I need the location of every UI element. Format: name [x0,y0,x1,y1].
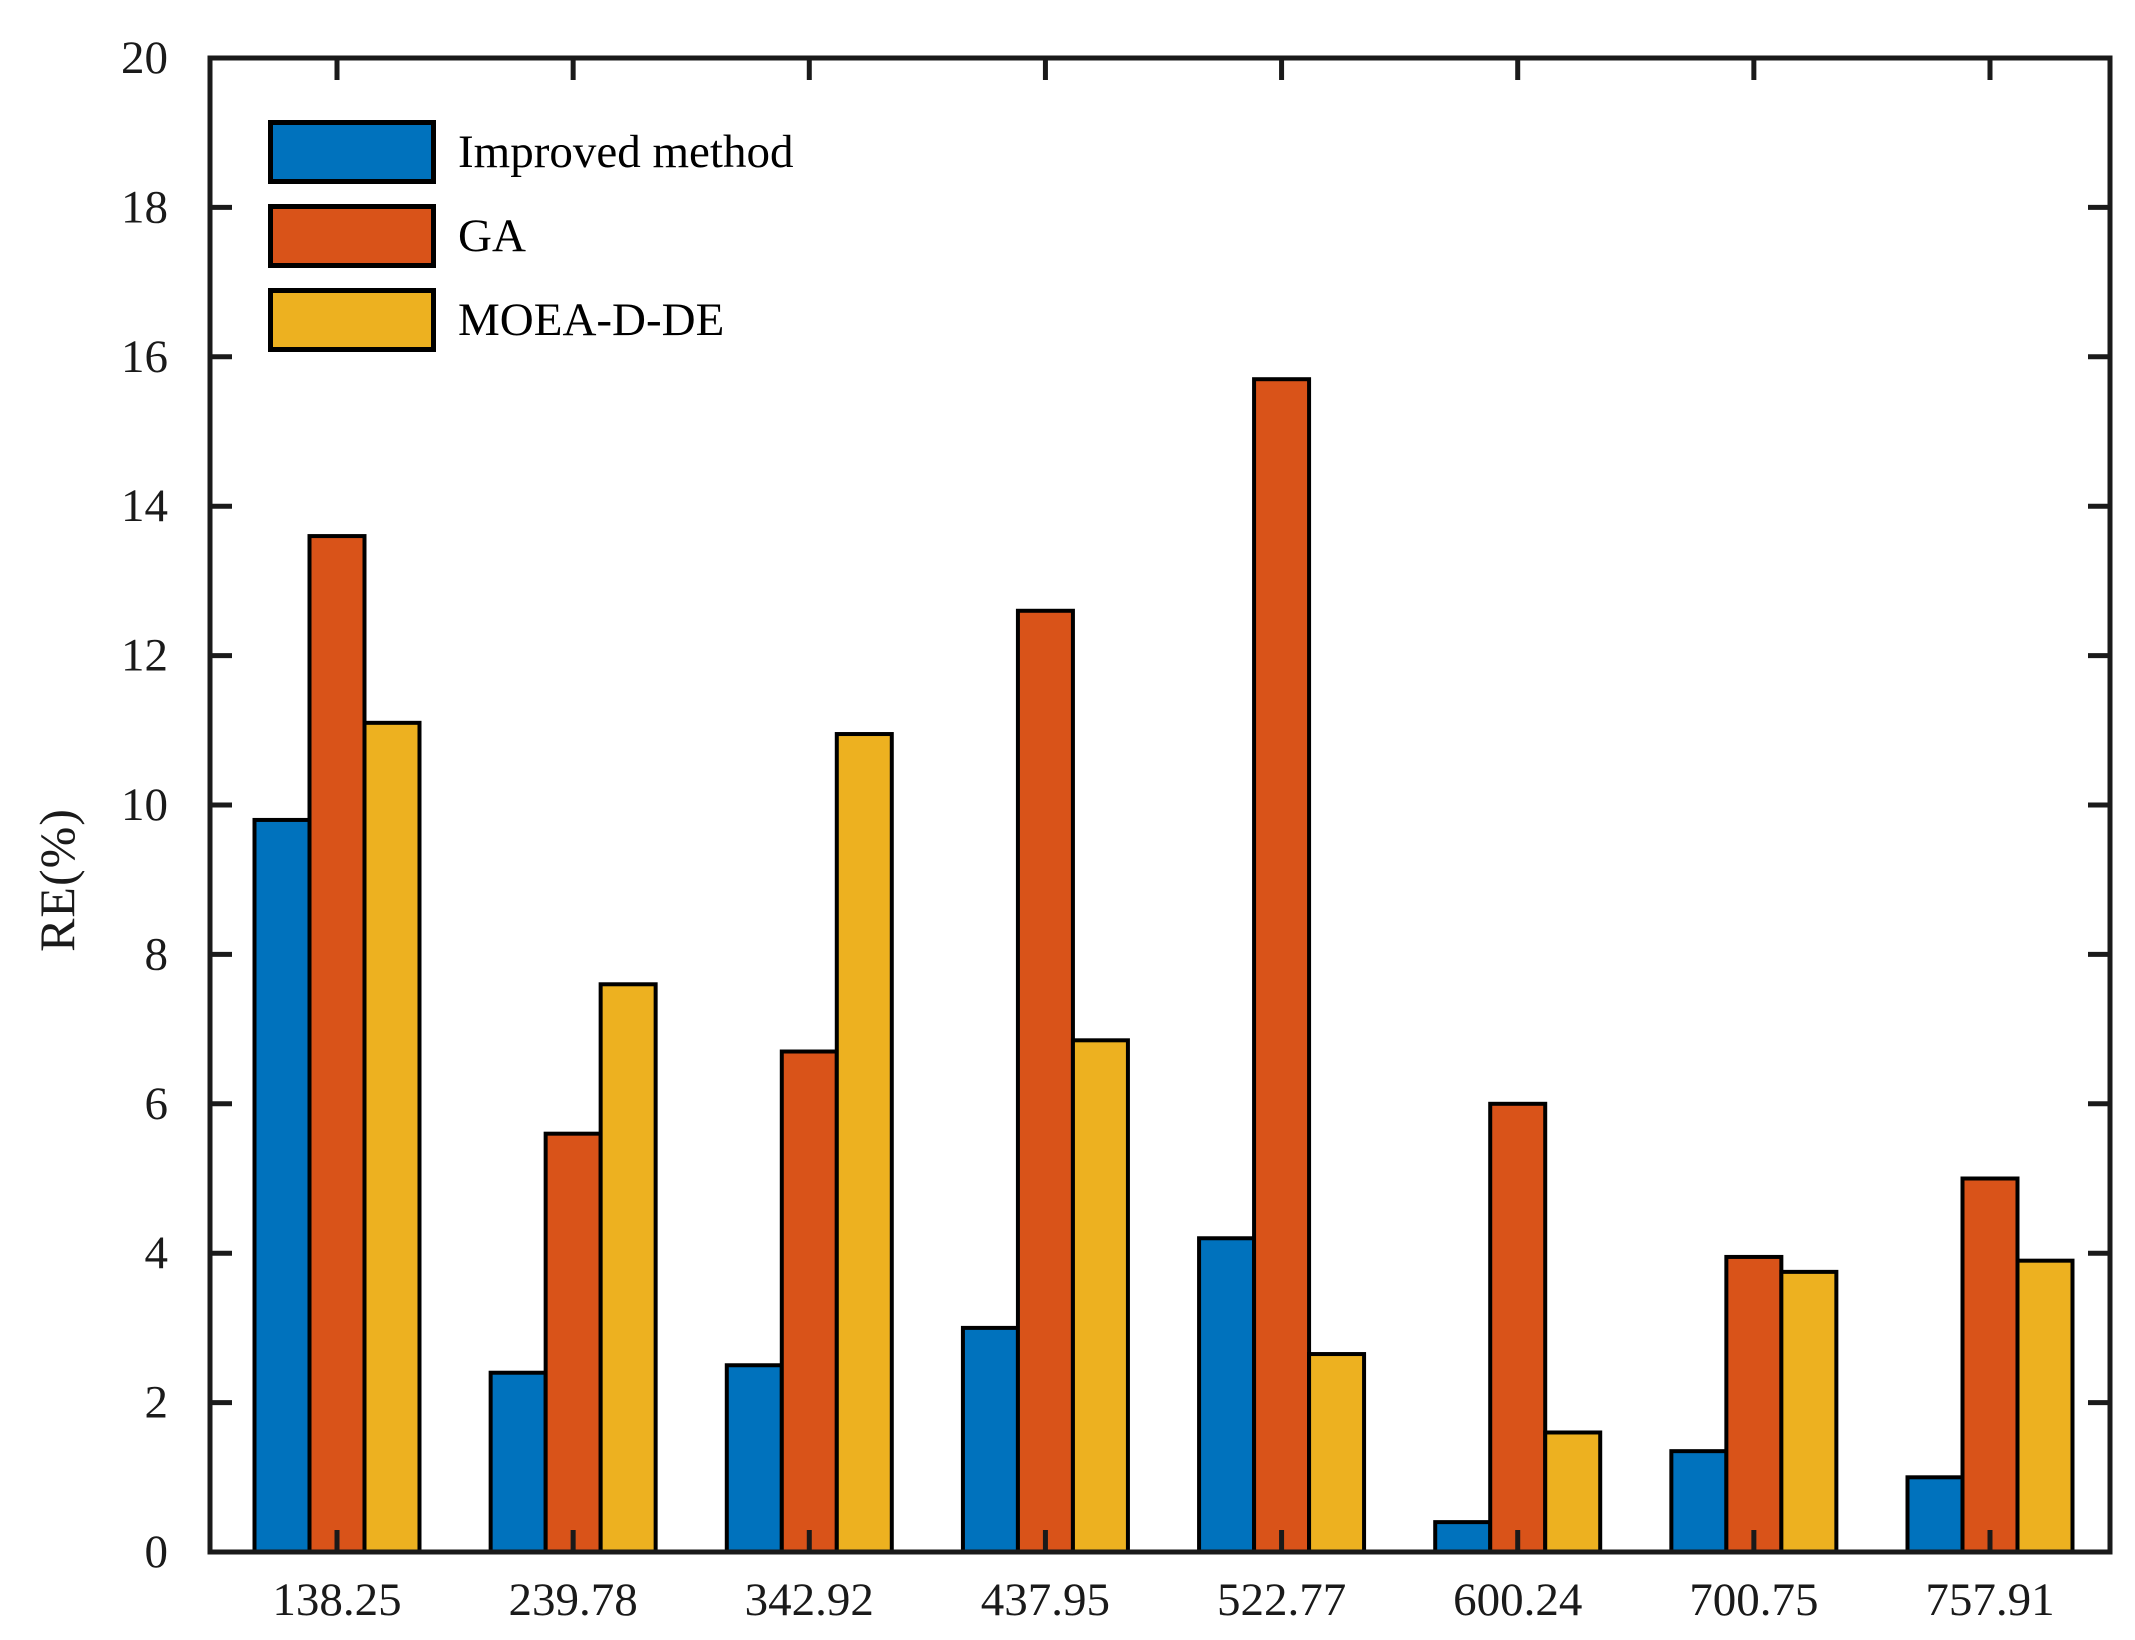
legend-swatch-improved-method [268,120,436,184]
y-tick-label: 4 [145,1227,169,1279]
legend-label: Improved method [458,126,794,178]
y-tick-label: 0 [145,1526,169,1578]
legend-swatch-moea-d-de [268,288,436,352]
y-axis-label: RE(%) [29,808,85,952]
bar-ga-522.77 [1252,377,1312,1555]
bar-improved-method-757.91 [1905,1475,1965,1555]
bar-moea-d-de-700.75 [1779,1269,1839,1554]
legend: Improved method GA MOEA-D-DE [268,120,793,352]
bar-improved-method-138.25 [252,817,312,1554]
bar-ga-600.24 [1488,1101,1548,1555]
bar-improved-method-342.92 [724,1363,784,1554]
bar-ga-437.95 [1015,608,1075,1554]
bar-moea-d-de-600.24 [1543,1430,1603,1554]
bar-moea-d-de-437.95 [1070,1038,1130,1555]
y-tick-label: 6 [145,1078,169,1130]
bar-ga-700.75 [1724,1254,1784,1555]
legend-item: MOEA-D-DE [268,288,793,352]
bar-ga-138.25 [307,534,367,1554]
bar-improved-method-437.95 [960,1325,1020,1555]
y-tick-label: 14 [121,480,168,532]
bar-ga-757.91 [1960,1176,2020,1554]
bar-improved-method-239.78 [488,1370,548,1554]
x-tick-label: 239.78 [509,1574,638,1626]
bar-ga-342.92 [779,1049,839,1554]
x-tick-label: 437.95 [981,1574,1110,1626]
bar-improved-method-700.75 [1669,1449,1729,1555]
x-tick-label: 138.25 [272,1574,401,1626]
x-tick-label: 522.77 [1217,1574,1346,1626]
legend-label: GA [458,210,526,262]
bar-ga-239.78 [543,1131,603,1555]
bar-moea-d-de-342.92 [834,732,894,1554]
legend-swatch-ga [268,204,436,268]
y-tick-label: 2 [145,1377,169,1429]
y-tick-label: 12 [121,630,168,682]
x-tick-label: 700.75 [1689,1574,1818,1626]
bar-improved-method-600.24 [1433,1520,1493,1554]
y-tick-label: 20 [121,32,168,84]
bar-moea-d-de-522.77 [1307,1352,1367,1555]
bar-moea-d-de-757.91 [2015,1258,2075,1555]
y-tick-label: 10 [121,779,168,831]
bar-moea-d-de-239.78 [598,982,658,1554]
y-tick-label: 16 [121,331,168,383]
y-tick-label: 18 [121,181,168,233]
x-tick-label: 757.91 [1925,1574,2054,1626]
x-tick-label: 600.24 [1453,1574,1582,1626]
legend-item: Improved method [268,120,793,184]
legend-item: GA [268,204,793,268]
legend-label: MOEA-D-DE [458,294,725,346]
y-tick-label: 8 [145,928,169,980]
bar-improved-method-522.77 [1197,1236,1257,1554]
x-tick-label: 342.92 [745,1574,874,1626]
bar-moea-d-de-138.25 [362,720,422,1554]
